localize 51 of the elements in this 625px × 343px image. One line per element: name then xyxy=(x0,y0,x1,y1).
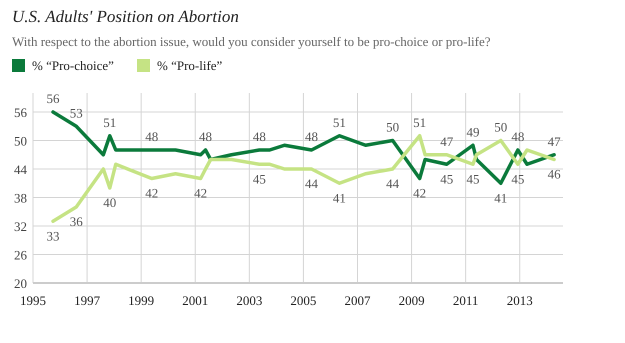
data-label: 44 xyxy=(305,176,319,191)
data-label: 33 xyxy=(46,228,60,244)
legend-label: % “Pro-choice” xyxy=(32,58,114,73)
data-label: 50 xyxy=(386,120,400,134)
chart-subtitle: With respect to the abortion issue, would you consider yourself to be pro-choice or pro-life? xyxy=(12,34,491,49)
x-tick-label: 1995 xyxy=(20,293,46,308)
data-label: 56 xyxy=(46,91,60,106)
data-label: 51 xyxy=(332,114,346,130)
y-tick-label: 26 xyxy=(14,248,28,262)
data-label: 47 xyxy=(440,134,454,149)
data-label: 48 xyxy=(199,129,212,144)
y-tick-label: 44 xyxy=(14,162,28,177)
y-tick-label: 56 xyxy=(14,105,28,120)
x-tick-label: 2001 xyxy=(182,293,208,308)
x-tick-label: 2003 xyxy=(236,293,262,308)
data-label: 49 xyxy=(466,124,480,140)
x-tick-label: 1999 xyxy=(128,293,154,308)
data-label: 42 xyxy=(413,186,426,200)
data-label: 44 xyxy=(386,176,400,191)
legend-label: % “Pro-life” xyxy=(157,58,223,73)
x-tick-label: 1997 xyxy=(74,293,101,308)
x-tick-label: 2009 xyxy=(398,293,425,308)
data-label: 51 xyxy=(413,114,426,130)
data-label: 45 xyxy=(466,171,480,186)
data-label: 36 xyxy=(70,214,84,229)
data-label: 48 xyxy=(511,129,524,144)
y-tick-label: 38 xyxy=(14,190,27,206)
data-label: 42 xyxy=(145,186,158,200)
data-label: 48 xyxy=(145,129,158,144)
data-label: 41 xyxy=(494,190,508,206)
data-label: 46 xyxy=(548,166,562,182)
data-label: 51 xyxy=(103,114,116,130)
y-tick-label: 50 xyxy=(14,134,27,148)
x-tick-label: 2011 xyxy=(452,293,478,308)
data-label: 50 xyxy=(494,120,508,134)
data-label: 45 xyxy=(511,171,524,186)
data-label: 41 xyxy=(332,190,346,206)
x-tick-label: 2013 xyxy=(506,293,533,308)
data-label: 45 xyxy=(440,171,454,186)
x-tick-label: 2005 xyxy=(290,293,316,308)
chart-title: U.S. Adults' Position on Abortion xyxy=(12,7,239,26)
data-label: 48 xyxy=(252,129,266,144)
data-label: 53 xyxy=(70,105,83,120)
x-tick-label: 2007 xyxy=(344,293,371,308)
y-tick-label: 20 xyxy=(14,276,27,291)
data-label: 48 xyxy=(305,129,318,144)
data-label: 45 xyxy=(252,171,266,186)
data-label: 40 xyxy=(103,195,116,210)
data-label: 42 xyxy=(194,186,208,200)
y-tick-label: 32 xyxy=(14,219,27,234)
data-label: 47 xyxy=(548,134,562,149)
